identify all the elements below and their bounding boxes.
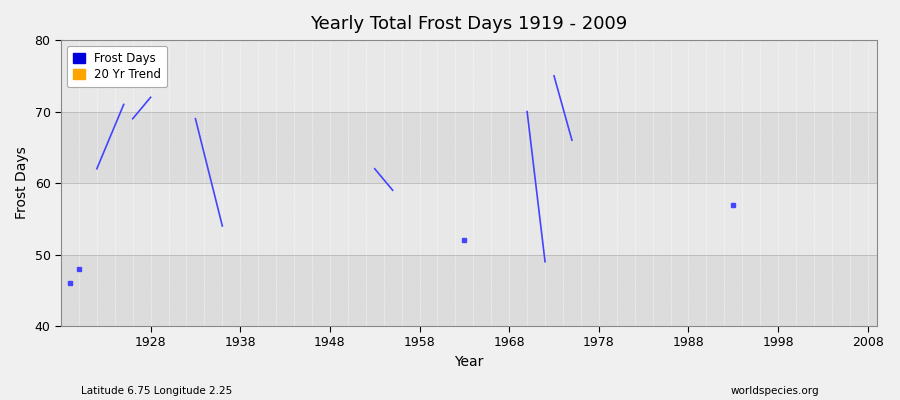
Legend: Frost Days, 20 Yr Trend: Frost Days, 20 Yr Trend [67, 46, 166, 87]
X-axis label: Year: Year [454, 355, 483, 369]
Y-axis label: Frost Days: Frost Days [15, 147, 29, 220]
Bar [61, 40, 877, 112]
Bar [61, 112, 877, 183]
Bar [61, 254, 877, 326]
Bar [61, 183, 877, 254]
Title: Yearly Total Frost Days 1919 - 2009: Yearly Total Frost Days 1919 - 2009 [310, 15, 627, 33]
Text: worldspecies.org: worldspecies.org [731, 386, 819, 396]
Text: Latitude 6.75 Longitude 2.25: Latitude 6.75 Longitude 2.25 [81, 386, 232, 396]
